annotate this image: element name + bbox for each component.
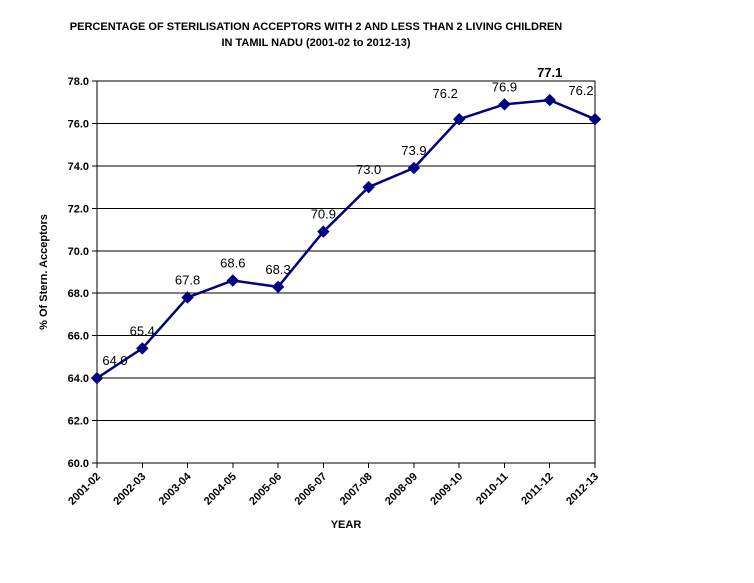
data-point-marker [181, 291, 194, 304]
y-tick-label: 78.0 [68, 76, 89, 88]
data-label: 76.2 [568, 83, 593, 98]
data-label: 77.1 [537, 65, 562, 80]
data-point-marker [452, 112, 466, 126]
x-tick-label: 2011-12 [519, 471, 556, 508]
data-label: 68.3 [265, 262, 290, 277]
data-point-marker [543, 93, 556, 107]
x-tick-label: 2001-02 [66, 471, 103, 508]
x-axis-title: YEAR [330, 519, 362, 531]
series-line [96, 98, 596, 380]
chart-title-block: PERCENTAGE OF STERILISATION ACCEPTORS WI… [0, 19, 632, 51]
data-point-marker [498, 98, 511, 111]
x-tick-label: 2004-05 [202, 471, 239, 508]
y-tick-label: 60.0 [68, 458, 89, 470]
x-tick-label: 2009-10 [428, 471, 465, 508]
data-label: 64.0 [102, 353, 127, 368]
x-tick-label: 2006-07 [292, 471, 329, 508]
y-tick-label: 64.0 [68, 373, 89, 385]
data-point-marker [136, 342, 149, 355]
y-tick-label: 68.0 [68, 288, 89, 300]
chart-title: PERCENTAGE OF STERILISATION ACCEPTORS WI… [69, 21, 563, 33]
y-tick-label: 66.0 [68, 331, 89, 343]
data-point-marker [588, 112, 602, 126]
data-label: 73.0 [356, 162, 381, 177]
data-point-marker [226, 274, 240, 287]
chart-subtitle: IN TAMIL NADU (2001-02 to 2012-13) [221, 37, 411, 49]
data-label: 73.9 [401, 143, 426, 158]
data-label: 68.6 [220, 255, 245, 270]
data-label: 65.4 [130, 323, 155, 338]
plot-border [96, 80, 596, 464]
x-tick-label: 2008-09 [383, 471, 420, 508]
y-tick-label: 76.0 [68, 118, 89, 130]
data-label: 67.8 [175, 272, 200, 287]
data-point-marker [317, 225, 330, 238]
data-label: 70.9 [311, 207, 336, 222]
x-tick-label: 2007-08 [338, 471, 375, 508]
y-tick-label: 62.0 [68, 416, 89, 428]
data-point-marker [407, 161, 421, 175]
x-tick-label: 2010-11 [474, 471, 511, 508]
y-tick-label: 72.0 [68, 203, 89, 215]
data-label: 76.9 [492, 79, 517, 94]
y-tick-label: 70.0 [68, 246, 89, 258]
data-point-marker [90, 371, 104, 385]
x-tick-label: 2005-06 [247, 471, 284, 508]
data-point-marker [362, 180, 375, 194]
data-label: 76.2 [433, 86, 458, 101]
x-tick-label: 2002-03 [111, 471, 148, 508]
x-tick-label: 2003-04 [157, 470, 195, 508]
y-tick-label: 74.0 [68, 161, 89, 173]
data-point-marker [271, 280, 285, 294]
x-tick-label: 2012-13 [564, 471, 601, 508]
